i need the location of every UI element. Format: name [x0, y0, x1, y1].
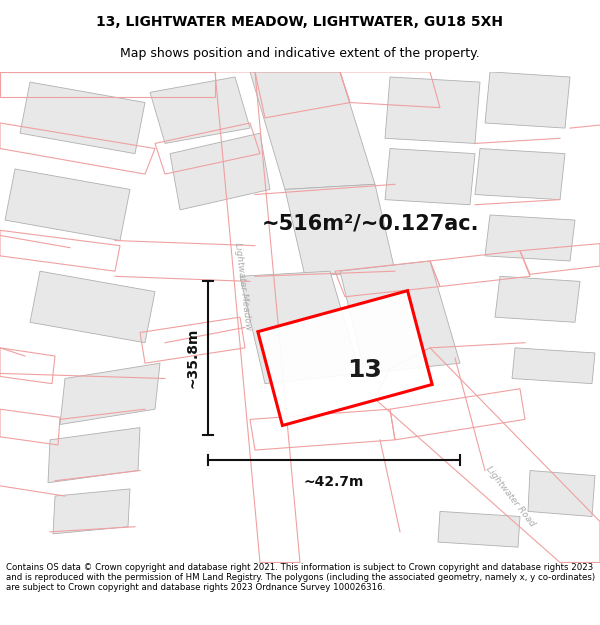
Text: Lightwater Meadow: Lightwater Meadow [233, 242, 253, 331]
Text: 13: 13 [347, 358, 382, 382]
Text: 13, LIGHTWATER MEADOW, LIGHTWATER, GU18 5XH: 13, LIGHTWATER MEADOW, LIGHTWATER, GU18 … [97, 14, 503, 29]
Polygon shape [438, 511, 520, 547]
Polygon shape [495, 276, 580, 322]
Polygon shape [258, 291, 432, 426]
Polygon shape [250, 72, 375, 189]
Polygon shape [485, 72, 570, 128]
Polygon shape [512, 348, 595, 384]
Text: Map shows position and indicative extent of the property.: Map shows position and indicative extent… [120, 48, 480, 61]
Polygon shape [20, 82, 145, 154]
Polygon shape [285, 184, 395, 276]
Text: Contains OS data © Crown copyright and database right 2021. This information is : Contains OS data © Crown copyright and d… [6, 562, 595, 592]
Polygon shape [150, 77, 250, 143]
Text: Lightwater Road: Lightwater Road [484, 464, 536, 528]
Polygon shape [170, 133, 270, 210]
Polygon shape [485, 215, 575, 261]
Polygon shape [528, 471, 595, 516]
Text: ~516m²/~0.127ac.: ~516m²/~0.127ac. [261, 213, 479, 233]
Polygon shape [5, 169, 130, 241]
Polygon shape [60, 363, 160, 424]
Polygon shape [30, 271, 155, 342]
Polygon shape [53, 489, 130, 534]
Polygon shape [48, 428, 140, 483]
Text: ~42.7m: ~42.7m [304, 474, 364, 489]
Polygon shape [340, 261, 460, 373]
Polygon shape [240, 271, 360, 384]
Text: ~35.8m: ~35.8m [186, 328, 200, 388]
Polygon shape [385, 149, 475, 205]
Polygon shape [475, 149, 565, 199]
Polygon shape [385, 77, 480, 143]
